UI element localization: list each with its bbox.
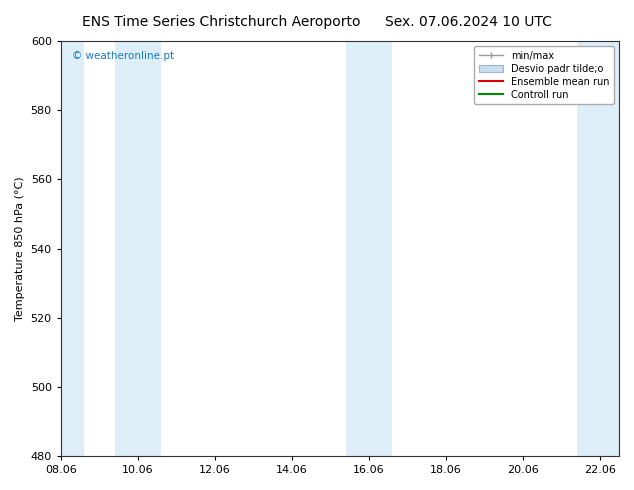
Bar — [57, 41, 84, 456]
Legend: min/max, Desvio padr tilde;o, Ensemble mean run, Controll run: min/max, Desvio padr tilde;o, Ensemble m… — [474, 46, 614, 104]
Bar — [577, 41, 623, 456]
Text: Sex. 07.06.2024 10 UTC: Sex. 07.06.2024 10 UTC — [385, 15, 552, 29]
Text: ENS Time Series Christchurch Aeroporto: ENS Time Series Christchurch Aeroporto — [82, 15, 361, 29]
Text: © weatheronline.pt: © weatheronline.pt — [72, 51, 174, 61]
Y-axis label: Temperature 850 hPa (°C): Temperature 850 hPa (°C) — [15, 176, 25, 321]
Bar — [346, 41, 392, 456]
Bar — [115, 41, 161, 456]
